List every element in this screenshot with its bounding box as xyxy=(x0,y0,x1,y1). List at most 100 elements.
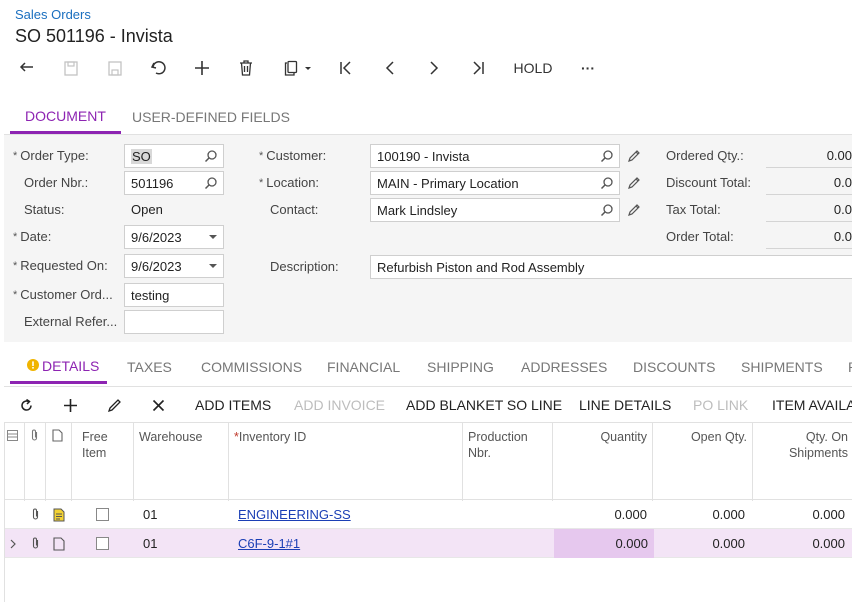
paperclip-icon xyxy=(31,429,38,441)
breadcrumb[interactable]: Sales Orders xyxy=(15,7,91,22)
warehouse-cell[interactable]: 01 xyxy=(143,536,158,551)
open-qty-cell[interactable]: 0.000 xyxy=(712,536,745,551)
table-row[interactable]: 01 ENGINEERING-SS 0.000 0.000 0.000 xyxy=(5,500,852,529)
pencil-icon xyxy=(107,398,121,412)
discount-total-label: Discount Total: xyxy=(666,175,752,190)
quantity-cell[interactable]: 0.000 xyxy=(614,507,647,522)
order-type-field[interactable]: SO xyxy=(124,144,224,168)
delete-row-button[interactable] xyxy=(152,387,165,423)
date-label: * Date: xyxy=(13,229,52,244)
qty-on-shipments-cell[interactable]: 0.000 xyxy=(812,536,845,551)
page-title: SO 501196 - Invista xyxy=(15,26,173,46)
delete-button[interactable] xyxy=(235,56,257,80)
location-field[interactable]: MAIN - Primary Location xyxy=(370,171,620,195)
tab-more[interactable]: P xyxy=(848,350,852,384)
inventory-id-link[interactable]: C6F-9-1#1 xyxy=(238,536,301,551)
add-blanket-so-line-button[interactable]: ADD BLANKET SO LINE xyxy=(406,397,563,413)
tab-user-defined-fields[interactable]: USER-DEFINED FIELDS xyxy=(132,109,290,125)
quantity-cell[interactable]: 0.000 xyxy=(554,529,654,558)
more-button[interactable]: ··· xyxy=(581,60,595,76)
edit-row-button[interactable] xyxy=(107,387,122,423)
tab-addresses[interactable]: ADDRESSES xyxy=(521,359,608,375)
inventory-id-cell[interactable]: C6F-9-1#1 xyxy=(238,529,300,558)
previous-record-button[interactable] xyxy=(379,56,401,80)
edit-contact-pencil-icon[interactable] xyxy=(627,203,641,217)
hold-button[interactable]: HOLD xyxy=(513,60,553,76)
tab-taxes[interactable]: TAXES xyxy=(127,359,172,375)
row-chevron-right-icon[interactable] xyxy=(9,529,17,558)
note-filled-icon[interactable] xyxy=(53,500,65,529)
open-qty-cell[interactable]: 0.000 xyxy=(712,507,745,522)
undo-button[interactable] xyxy=(147,56,169,80)
warehouse-cell[interactable]: 01 xyxy=(143,507,158,522)
edit-customer-pencil-icon[interactable] xyxy=(627,149,641,163)
save-button[interactable] xyxy=(104,56,126,80)
ordered-qty-label: Ordered Qty.: xyxy=(666,148,744,163)
item-availability-button[interactable]: ITEM AVAILAB xyxy=(772,397,852,413)
clipboard-icon xyxy=(284,60,298,76)
grid-toolbar: ADD ITEMS ADD INVOICE ADD BLANKET SO LIN… xyxy=(4,386,852,422)
requested-on-value: 9/6/2023 xyxy=(131,258,182,274)
customer-ord-field[interactable]: testing xyxy=(124,283,224,307)
back-arrow-icon xyxy=(19,62,33,72)
tab-discounts[interactable]: DISCOUNTS xyxy=(633,359,716,375)
quantity-header[interactable]: Quantity xyxy=(553,423,653,501)
order-nbr-field[interactable]: 501196 xyxy=(124,171,224,195)
free-item-header[interactable]: Free Item xyxy=(72,423,134,501)
caret-down-icon xyxy=(209,264,217,268)
customer-value: 100190 - Invista xyxy=(377,148,470,164)
table-row[interactable]: 01 C6F-9-1#1 0.000 0.000 0.000 xyxy=(5,529,852,558)
tab-shipping[interactable]: SHIPPING xyxy=(427,359,494,375)
back-button[interactable] xyxy=(16,56,38,80)
inventory-id-header[interactable]: *Inventory ID xyxy=(229,423,463,501)
save-close-button[interactable] xyxy=(60,56,82,80)
date-field[interactable]: 9/6/2023 xyxy=(124,225,224,249)
next-record-button[interactable] xyxy=(423,56,445,80)
free-item-checkbox[interactable] xyxy=(96,529,109,558)
search-icon xyxy=(600,150,613,163)
save-close-icon xyxy=(64,60,78,76)
add-button[interactable] xyxy=(191,56,213,80)
copy-paste-button[interactable] xyxy=(280,56,318,80)
column-settings-header[interactable] xyxy=(5,423,25,501)
contact-field[interactable]: Mark Lindsley xyxy=(370,198,620,222)
search-icon xyxy=(204,177,217,190)
contact-value: Mark Lindsley xyxy=(377,202,458,218)
refresh-button[interactable] xyxy=(19,387,34,423)
add-row-button[interactable] xyxy=(63,387,78,423)
requested-on-field[interactable]: 9/6/2023 xyxy=(124,254,224,278)
warehouse-header[interactable]: Warehouse xyxy=(134,423,229,501)
add-invoice-button[interactable]: ADD INVOICE xyxy=(294,397,386,413)
open-qty-header[interactable]: Open Qty. xyxy=(653,423,753,501)
paperclip-icon[interactable] xyxy=(30,529,41,558)
qty-on-shipments-cell[interactable]: 0.000 xyxy=(812,507,845,522)
tab-document[interactable]: DOCUMENT xyxy=(10,100,121,134)
tab-shipments[interactable]: SHIPMENTS xyxy=(741,359,823,375)
last-record-button[interactable] xyxy=(467,56,489,80)
ordered-qty-value: 0.00 xyxy=(766,144,852,168)
description-field[interactable]: Refurbish Piston and Rod Assembly xyxy=(370,255,852,279)
inventory-id-cell[interactable]: ENGINEERING-SS xyxy=(238,500,351,529)
tab-financial[interactable]: FINANCIAL xyxy=(327,359,401,375)
first-record-button[interactable] xyxy=(335,56,357,80)
note-icon[interactable] xyxy=(53,529,65,558)
main-toolbar: HOLD ··· xyxy=(0,56,852,80)
order-nbr-value: 501196 xyxy=(131,175,174,191)
po-link-button[interactable]: PO LINK xyxy=(693,397,749,413)
tab-details[interactable]: DETAILS xyxy=(10,350,108,384)
tab-commissions[interactable]: COMMISSIONS xyxy=(201,359,303,375)
add-items-button[interactable]: ADD ITEMS xyxy=(195,397,272,413)
search-icon xyxy=(600,177,613,190)
line-details-button[interactable]: LINE DETAILS xyxy=(579,397,672,413)
inventory-id-link[interactable]: ENGINEERING-SS xyxy=(238,507,351,522)
free-item-checkbox[interactable] xyxy=(96,500,109,529)
chevron-right-icon xyxy=(430,61,439,75)
location-label: * Location: xyxy=(259,175,320,190)
customer-field[interactable]: 100190 - Invista xyxy=(370,144,620,168)
edit-location-pencil-icon[interactable] xyxy=(627,176,641,190)
paperclip-icon[interactable] xyxy=(30,500,41,529)
order-total-label: Order Total: xyxy=(666,229,734,244)
external-ref-field[interactable] xyxy=(124,310,224,334)
production-nbr-header[interactable]: Production Nbr. xyxy=(463,423,553,501)
qty-on-shipments-header[interactable]: Qty. On Shipments xyxy=(753,423,852,501)
